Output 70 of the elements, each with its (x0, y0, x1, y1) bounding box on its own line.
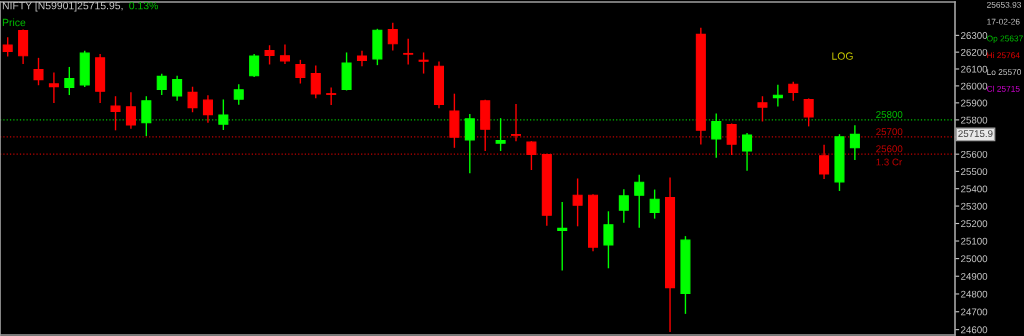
candlestick (418, 52, 429, 74)
chart-title: NIFTY [N59901]25715.95, (2, 1, 123, 12)
candlestick (849, 125, 860, 161)
ref-line-label: 25600 (876, 145, 903, 153)
y-tick-label: 25200 (961, 220, 988, 228)
annotation: LOG (832, 52, 853, 60)
y-tick-label: 25800 (961, 116, 988, 124)
y-tick-label: 25600 (961, 150, 988, 158)
candlestick (526, 141, 537, 171)
candlestick (757, 96, 768, 122)
text: 17-02-26 (987, 18, 1020, 25)
candlestick (172, 75, 183, 101)
candlestick (711, 113, 722, 158)
candlestick (279, 44, 290, 65)
candlestick (249, 53, 260, 78)
candlestick (649, 189, 660, 219)
text: Lo 25570 (987, 69, 1022, 75)
candlestick (356, 50, 367, 67)
candlestick (603, 211, 614, 269)
candlestick (819, 144, 830, 180)
annotation: Price (2, 18, 26, 27)
candlestick (202, 95, 213, 123)
ref-line-label: 25800 (876, 111, 903, 118)
y-tick-label: 25500 (961, 168, 988, 176)
candlestick (464, 113, 475, 174)
y-tick-label: 24600 (961, 326, 988, 334)
candlestick (572, 178, 583, 227)
y-tick-label: 26200 (961, 48, 988, 56)
y-tick-label: 25300 (961, 202, 988, 210)
y-tick-label: 25000 (961, 255, 988, 263)
candlestick (48, 72, 59, 103)
chart-subtitle: 0.13% (129, 1, 158, 10)
y-tick-label: 26000 (961, 82, 988, 90)
candlestick (403, 38, 414, 65)
candlestick (495, 118, 506, 152)
text: 25715.9 (958, 130, 993, 138)
candlestick (387, 22, 398, 51)
ref-line-label: 25700 (876, 128, 903, 136)
y-tick-label: 24700 (961, 308, 988, 316)
text: 25653.93 (987, 1, 1022, 8)
text: Hi 25764 (987, 52, 1020, 59)
y-tick-label: 24800 (961, 290, 988, 298)
candlestick (618, 189, 629, 223)
candlestick (510, 104, 522, 142)
y-tick-label: 26100 (961, 65, 988, 73)
candlestick (187, 86, 198, 113)
candlestick (726, 123, 737, 156)
y-tick-label: 25400 (961, 185, 988, 193)
candlestick (64, 66, 75, 96)
candlestick (156, 73, 167, 96)
y-tick-label: 26300 (961, 32, 988, 39)
candlestick (310, 65, 321, 99)
candlestick (803, 98, 814, 127)
candlestick (125, 92, 136, 129)
candlestick (233, 84, 244, 105)
candlestick (141, 96, 152, 136)
text: Op 25637 (987, 35, 1023, 44)
candlestick (557, 201, 568, 271)
candlestick (218, 99, 229, 130)
candlestick (326, 87, 337, 106)
candlestick (33, 57, 44, 86)
candlestick (295, 59, 306, 84)
text: Cl 25715 (987, 85, 1020, 92)
y-tick-label: 25900 (961, 99, 988, 107)
candlestick (742, 132, 753, 171)
y-tick-label: 25100 (961, 237, 988, 245)
candlestick (634, 174, 645, 228)
annotation: 1.3 Cr (876, 158, 903, 166)
candlestick (110, 96, 121, 131)
y-tick-label: 24900 (961, 272, 988, 280)
